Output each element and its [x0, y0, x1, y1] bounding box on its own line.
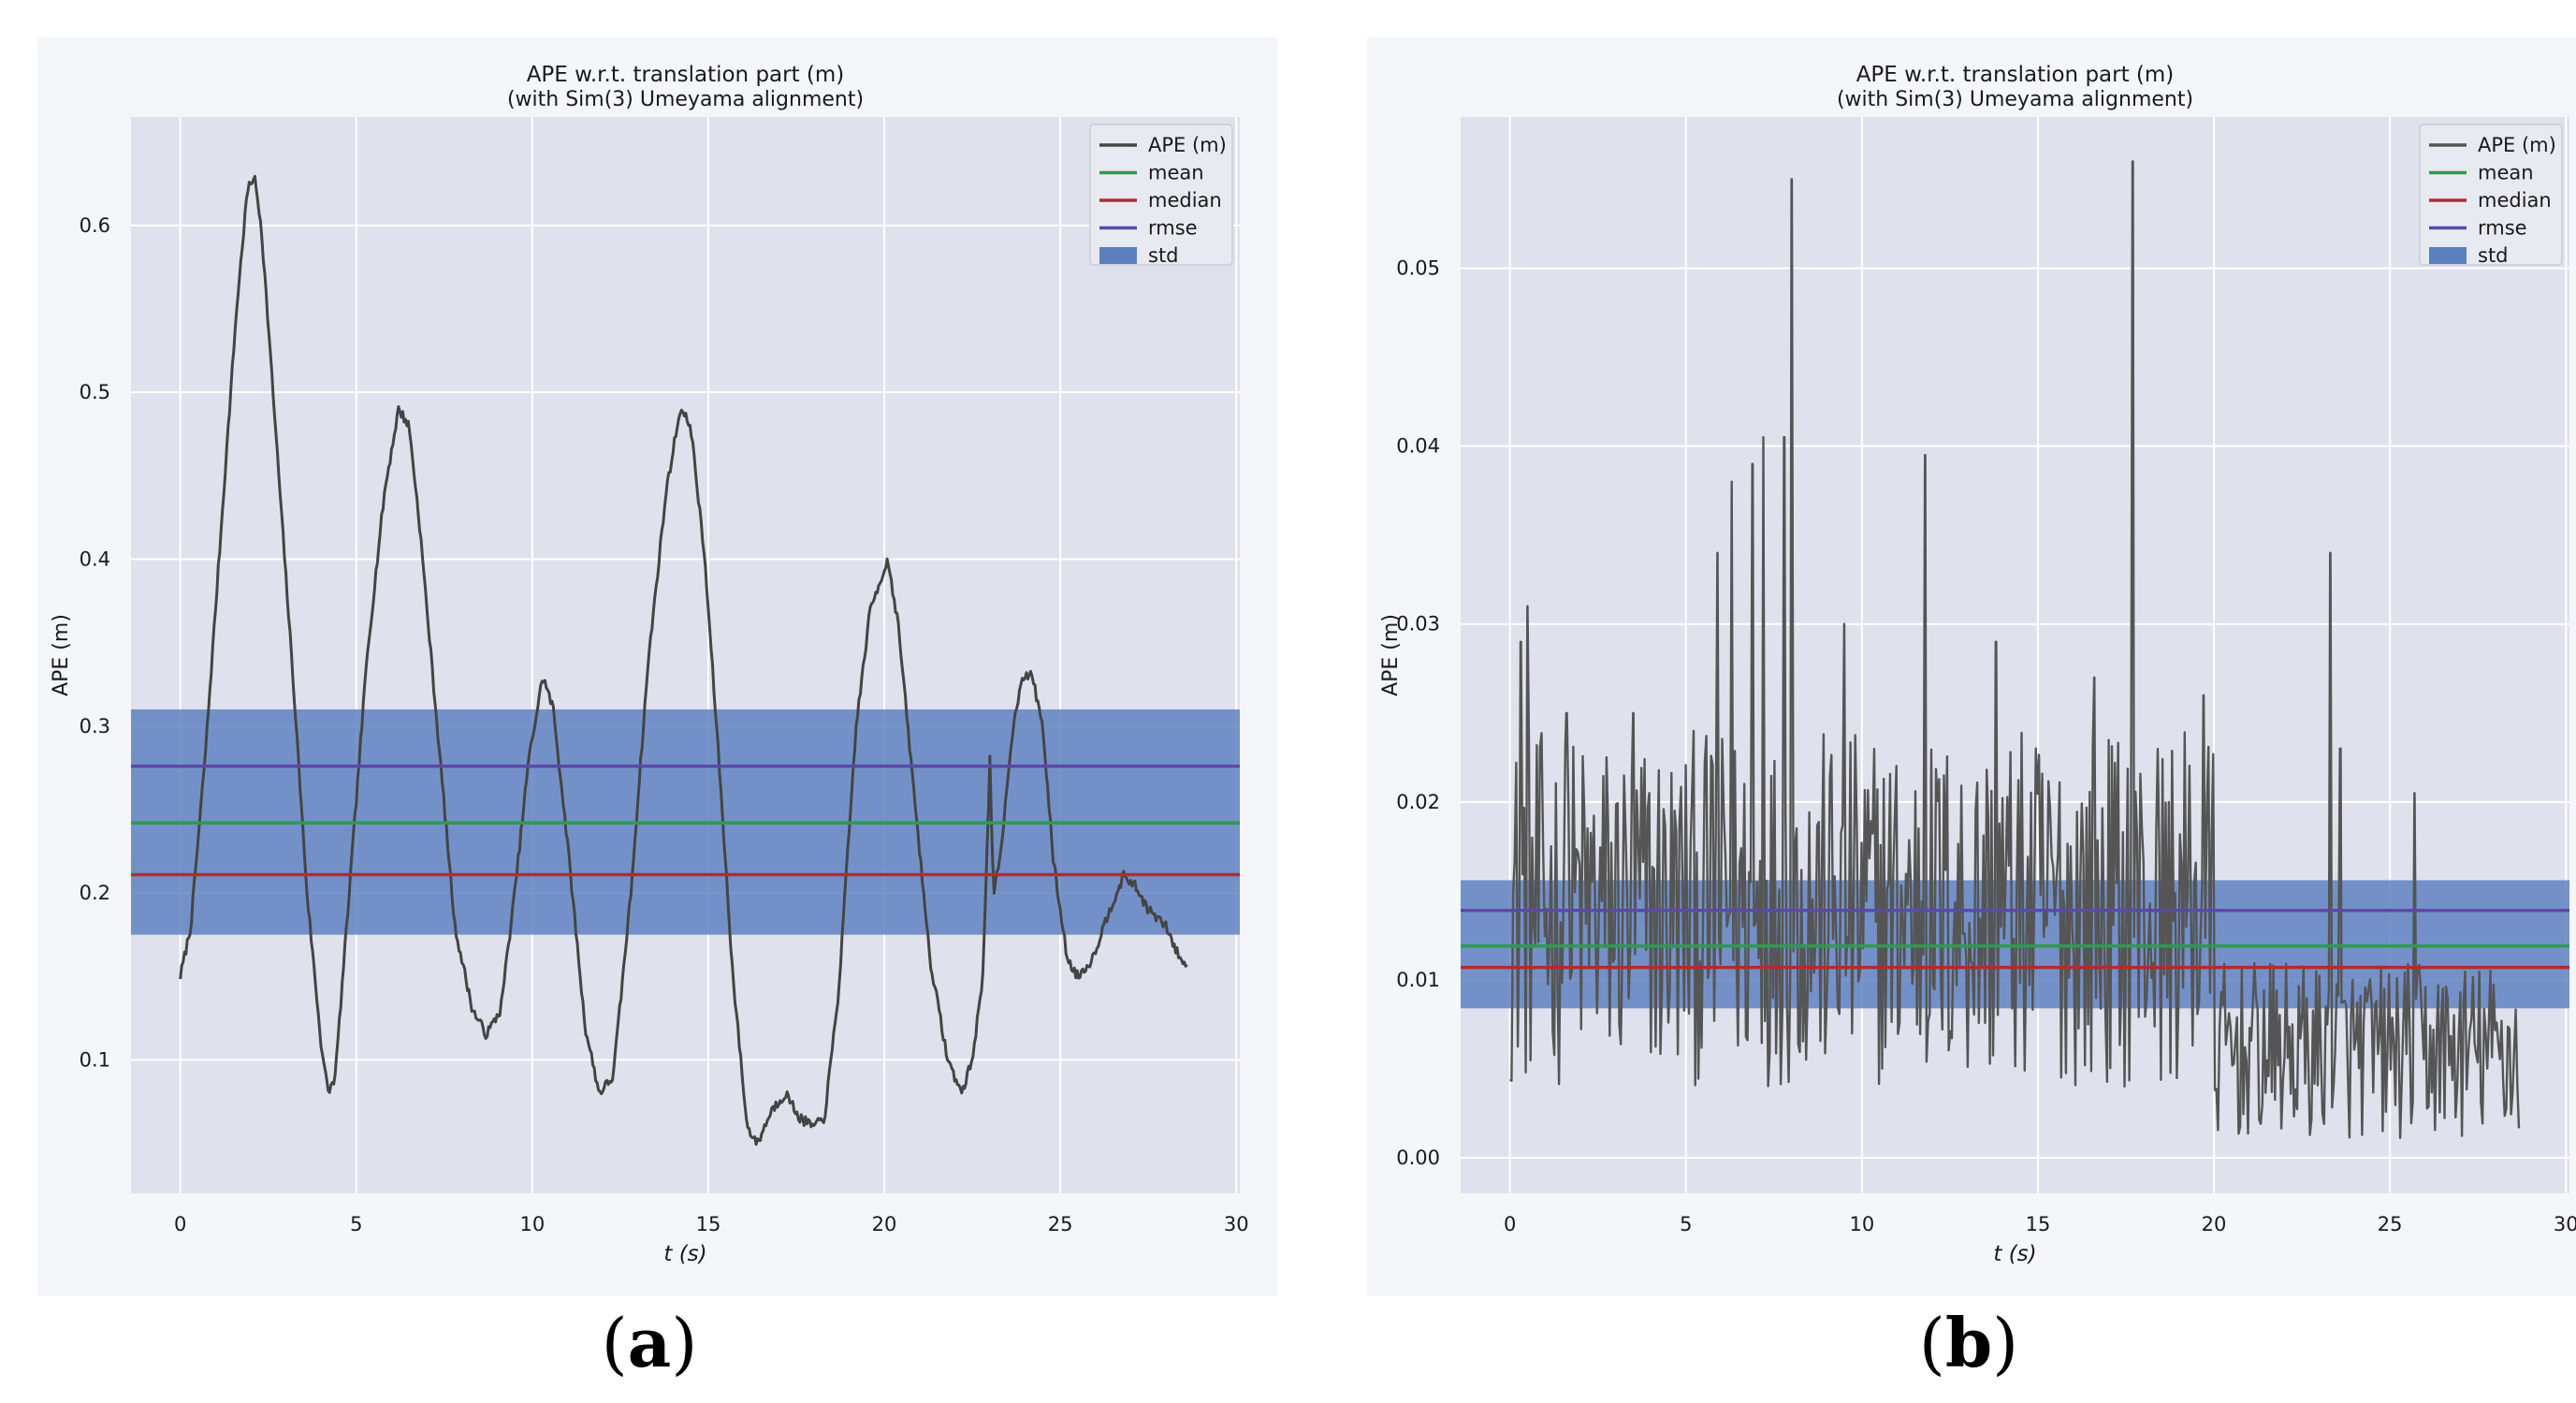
y-tick-label-2: 0.3 — [80, 715, 110, 738]
x-tick-label-5: 25 — [1048, 1213, 1073, 1235]
x-tick-label-6: 30 — [2554, 1213, 2576, 1235]
chart-subtitle: (with Sim(3) Umeyama alignment) — [1837, 88, 2193, 111]
x-tick-label-3: 15 — [2026, 1213, 2051, 1235]
y-axis-label: APE (m) — [1379, 614, 1403, 696]
legend-label-rmse: rmse — [1148, 217, 1198, 240]
legend-label-mean: mean — [2478, 162, 2534, 184]
x-tick-label-0: 0 — [1504, 1213, 1516, 1235]
legend-label-median: median — [1148, 189, 1222, 212]
y-tick-label-3: 0.4 — [80, 548, 110, 570]
legend-swatch-std — [2429, 247, 2467, 264]
y-tick-label-4: 0.5 — [80, 381, 110, 403]
y-tick-label-3: 0.03 — [1396, 613, 1440, 636]
caption-b: (b) — [1918, 1303, 2019, 1382]
y-tick-label-2: 0.02 — [1396, 791, 1440, 813]
x-tick-label-2: 10 — [1849, 1213, 1874, 1235]
x-tick-label-4: 20 — [872, 1213, 897, 1235]
legend: APE (m) mean median rmse std — [2419, 124, 2563, 267]
legend-label-ape: APE (m) — [1148, 134, 1227, 156]
legend-label-median: median — [2478, 189, 2552, 212]
chart-subtitle: (with Sim(3) Umeyama alignment) — [507, 88, 864, 111]
caption-b-label: b — [1944, 1303, 1993, 1382]
ape-line — [179, 174, 1188, 1147]
y-axis-label: APE (m) — [50, 614, 73, 696]
x-axis-label: t (s) — [663, 1242, 706, 1266]
x-tick-label-2: 10 — [519, 1213, 545, 1235]
y-tick-label-4: 0.04 — [1396, 435, 1440, 458]
caption-a-label: a — [627, 1303, 672, 1382]
y-tick-label-0: 0.00 — [1396, 1147, 1440, 1169]
chart-title: APE w.r.t. translation part (m) — [527, 63, 845, 87]
y-tick-label-5: 0.05 — [1396, 257, 1440, 280]
plot-area — [131, 117, 1240, 1193]
chart-a: 0 5 10 15 20 25 30 0.1 0.2 0.3 0.4 0.5 0.6 t (s) APE (… — [37, 37, 1277, 1296]
chart-panel-a: 0 5 10 15 20 25 30 0.1 0.2 0.3 0.4 0.5 0.6 t (s) APE (… — [37, 37, 1277, 1382]
chart-panel-b: 0 5 10 15 20 25 30 0.00 0.01 0.02 0.03 0.04 0.05 t (s… — [1288, 0, 2576, 1403]
x-axis-label: t (s) — [1993, 1242, 2036, 1266]
y-tick-label-5: 0.6 — [80, 214, 110, 237]
caption-a: (a) — [601, 1303, 698, 1382]
chart-b: 0 5 10 15 20 25 30 0.00 0.01 0.02 0.03 0.04 0.05 t (s… — [1367, 37, 2576, 1296]
legend-swatch-std — [1099, 247, 1137, 264]
x-tick-label-3: 15 — [696, 1213, 721, 1235]
chart-title: APE w.r.t. translation part (m) — [1856, 63, 2175, 87]
legend-box — [2419, 124, 2563, 266]
y-tick-label-1: 0.01 — [1396, 969, 1440, 991]
ape-line — [1508, 160, 2521, 1140]
y-tick-label-1: 0.2 — [80, 882, 110, 904]
legend-label-mean: mean — [1148, 162, 1204, 184]
y-tick-label-0: 0.1 — [80, 1048, 110, 1071]
legend-label-std: std — [1148, 244, 1179, 267]
x-tick-label-1: 5 — [350, 1213, 362, 1235]
legend: APE (m) mean median rmse std — [1089, 124, 1233, 267]
legend-label-std: std — [2478, 244, 2509, 267]
legend-label-rmse: rmse — [2478, 217, 2527, 240]
x-tick-label-4: 20 — [2202, 1213, 2227, 1235]
legend-box — [1089, 124, 1233, 266]
x-tick-label-5: 25 — [2378, 1213, 2403, 1235]
legend-label-ape: APE (m) — [2478, 134, 2556, 156]
x-tick-label-0: 0 — [174, 1213, 186, 1235]
x-tick-label-1: 5 — [1680, 1213, 1692, 1235]
x-tick-label-6: 30 — [1224, 1213, 1249, 1235]
